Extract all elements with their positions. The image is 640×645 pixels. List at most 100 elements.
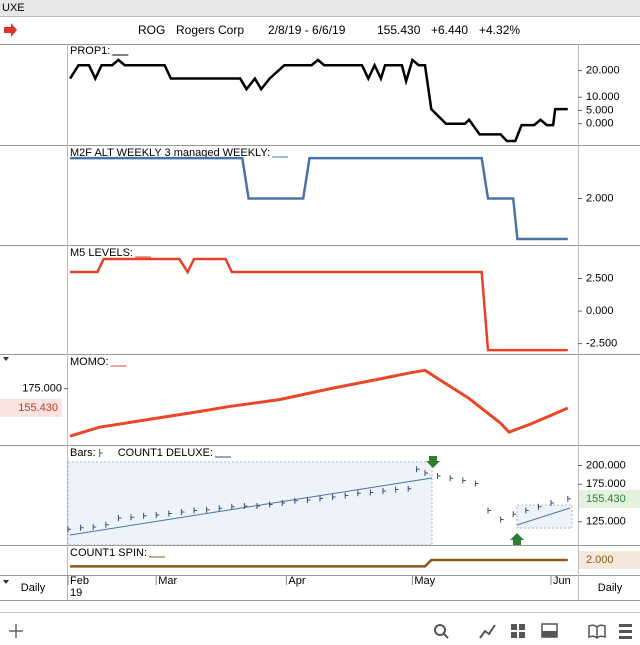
price-bar bbox=[117, 515, 122, 521]
series-line bbox=[69, 368, 569, 438]
panel-title: COUNT1 DELUXE: bbox=[118, 447, 213, 459]
year-label: 19 bbox=[70, 587, 82, 599]
chart-panel: M2F ALT WEEKLY 3 managed WEEKLY: 2.000 bbox=[70, 147, 614, 241]
window-title: UXE bbox=[2, 2, 25, 14]
last-value-box bbox=[579, 489, 640, 508]
last-value-label: 155.430 bbox=[18, 402, 58, 414]
price-bar bbox=[206, 506, 210, 513]
y-tick-label: 2.000 bbox=[586, 192, 614, 204]
x-tick-label: Apr bbox=[288, 575, 305, 587]
last-value-box bbox=[0, 398, 62, 417]
price: 155.430 bbox=[377, 23, 421, 37]
search-button[interactable] bbox=[434, 624, 449, 639]
y-tick-label: 10.000 bbox=[586, 91, 620, 103]
chart-panel: M5 LEVELS: 2.500 0.000 -2.500 bbox=[70, 247, 617, 352]
date-range: 2/8/19 - 6/6/19 bbox=[268, 23, 346, 37]
price-bar bbox=[180, 509, 185, 515]
panel-button[interactable] bbox=[541, 623, 558, 638]
y-tick-label: -2.500 bbox=[586, 337, 617, 349]
tools-button[interactable] bbox=[619, 624, 632, 639]
chart-panel: Bars: COUNT1 DELUXE: 200.000 175.000 125.000… bbox=[67, 447, 640, 533]
interval-label[interactable]: Daily bbox=[598, 582, 623, 594]
price-bar bbox=[143, 512, 147, 519]
x-tick-label: Feb bbox=[70, 575, 89, 587]
y-tick-label: 0.000 bbox=[586, 305, 614, 317]
panel-title: M5 LEVELS: bbox=[70, 247, 133, 259]
up-arrow bbox=[510, 533, 524, 545]
company-name: Rogers Corp bbox=[176, 23, 244, 37]
price-bar bbox=[80, 524, 84, 531]
interval-label[interactable]: Daily bbox=[21, 582, 46, 594]
price-bar bbox=[105, 521, 109, 528]
price-bar bbox=[231, 503, 235, 510]
x-tick-label: Jun bbox=[553, 575, 571, 587]
price-bar bbox=[243, 503, 248, 509]
panel-title: M2F ALT WEEKLY 3 managed WEEKLY: bbox=[70, 147, 270, 159]
price-bar bbox=[357, 490, 361, 497]
title-bar bbox=[0, 0, 640, 16]
series-line bbox=[70, 156, 568, 241]
y-tick-label: 20.000 bbox=[586, 64, 620, 76]
series-line bbox=[69, 57, 568, 143]
price-bar bbox=[462, 477, 466, 484]
down-arrow bbox=[426, 456, 440, 468]
price-bar bbox=[424, 470, 428, 476]
price-bar bbox=[550, 500, 554, 506]
price-bar bbox=[407, 485, 412, 492]
price-bar bbox=[567, 495, 571, 502]
price-bar bbox=[306, 497, 311, 503]
draw-button[interactable] bbox=[479, 624, 496, 639]
series-line bbox=[70, 558, 568, 568]
layout-button[interactable] bbox=[511, 624, 525, 638]
x-tick-label: Mar bbox=[158, 575, 177, 587]
price-bar bbox=[319, 495, 323, 502]
price-bar bbox=[281, 500, 286, 506]
change-percent: +4.32% bbox=[479, 23, 520, 37]
panel-toggle[interactable] bbox=[3, 580, 9, 584]
price-bar bbox=[344, 492, 349, 499]
price-bar bbox=[218, 505, 223, 512]
last-value-box bbox=[579, 550, 640, 569]
panel-title: MOMO: bbox=[70, 356, 109, 368]
price-bar bbox=[512, 511, 517, 518]
selection-area bbox=[67, 461, 433, 546]
panel-prefix: Bars: bbox=[70, 447, 96, 459]
price-bar bbox=[269, 501, 273, 508]
y-tick-label: 0.000 bbox=[586, 118, 614, 130]
price-bar bbox=[525, 507, 529, 514]
change: +6.440 bbox=[431, 23, 468, 37]
price-bar bbox=[500, 516, 504, 523]
y-tick-label: 200.000 bbox=[586, 459, 626, 471]
book-button[interactable] bbox=[588, 624, 606, 640]
price-bar bbox=[155, 512, 160, 518]
trend-line bbox=[69, 477, 433, 536]
last-value-label: 2.000 bbox=[586, 554, 614, 566]
price-bar bbox=[416, 466, 420, 473]
trend-line bbox=[516, 507, 571, 526]
y-tick-label: 175.000 bbox=[22, 383, 62, 395]
panel-toggle[interactable] bbox=[3, 357, 9, 361]
symbol: ROG bbox=[138, 23, 165, 37]
panel-title: COUNT1 SPIN: bbox=[70, 547, 147, 559]
y-tick-label: 125.000 bbox=[586, 516, 626, 528]
last-value-label: 155.430 bbox=[586, 493, 626, 505]
series-line bbox=[70, 257, 568, 352]
arrow-icon[interactable] bbox=[4, 23, 17, 37]
price-bar bbox=[332, 494, 336, 500]
price-bar bbox=[193, 507, 197, 514]
y-tick-label: 175.000 bbox=[586, 478, 626, 490]
add-button[interactable] bbox=[9, 624, 23, 638]
price-bar bbox=[294, 497, 298, 504]
price-bar bbox=[256, 503, 260, 509]
price-bar bbox=[487, 507, 491, 514]
price-bar bbox=[130, 514, 134, 521]
y-tick-label: 2.500 bbox=[586, 272, 614, 284]
price-bar bbox=[537, 503, 542, 510]
y-tick-label: 5.000 bbox=[586, 104, 614, 116]
price-bar bbox=[437, 473, 441, 479]
price-bar bbox=[92, 524, 97, 530]
price-bar bbox=[168, 510, 172, 517]
chart-panel: COUNT1 SPIN: 2.000 bbox=[70, 547, 640, 569]
